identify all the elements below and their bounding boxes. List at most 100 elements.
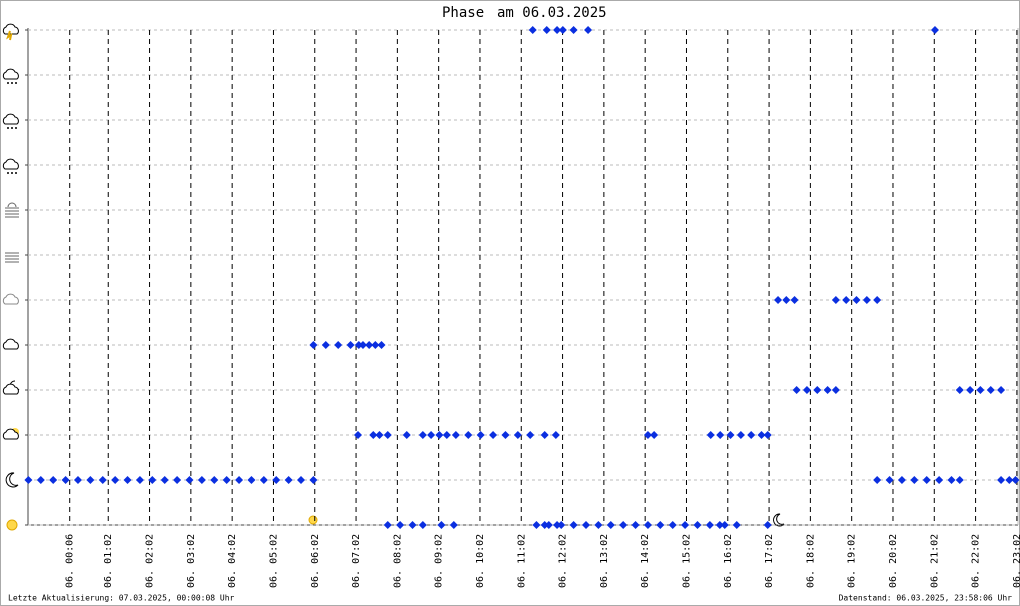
data-point — [873, 476, 882, 484]
data-point — [369, 431, 378, 439]
data-point — [383, 431, 392, 439]
data-point — [705, 521, 714, 529]
data-point — [418, 521, 427, 529]
data-point — [377, 341, 386, 349]
data-point — [24, 476, 33, 484]
data-point — [930, 26, 939, 34]
icon-drop — [11, 172, 13, 174]
x-tick-label: 06. 23:02 — [1012, 534, 1020, 588]
icon-cloud — [2, 68, 19, 80]
data-point — [173, 476, 182, 484]
data-point — [668, 521, 677, 529]
data-point — [73, 476, 82, 484]
y-tick-icon — [2, 158, 19, 174]
x-tick-label: 06. 20:02 — [888, 534, 899, 588]
x-tick-label: 06. 21:02 — [929, 534, 940, 588]
x-tick-label: 06. 19:02 — [847, 534, 858, 588]
data-point — [747, 431, 756, 439]
data-point — [551, 431, 560, 439]
x-tick-label: 06. 09:02 — [434, 534, 445, 588]
data-point — [897, 476, 906, 484]
data-point — [135, 476, 144, 484]
icon-drop — [15, 172, 17, 174]
data-point — [681, 521, 690, 529]
data-point — [842, 296, 851, 304]
icon-drop — [15, 82, 17, 84]
icon-drop — [7, 82, 9, 84]
icon-cloud — [2, 383, 19, 395]
data-point — [619, 521, 628, 529]
data-point — [464, 431, 473, 439]
data-point — [61, 476, 70, 484]
data-point — [235, 476, 244, 484]
data-point — [346, 341, 355, 349]
icon-drop — [15, 127, 17, 129]
icon-cloud — [2, 23, 19, 35]
data-point — [763, 521, 772, 529]
data-point — [542, 26, 551, 34]
y-tick-icon — [5, 202, 19, 218]
x-tick-label: 06. 04:02 — [227, 534, 238, 588]
data-point — [544, 521, 553, 529]
data-point — [720, 521, 729, 529]
data-point — [782, 296, 791, 304]
data-point — [354, 341, 363, 349]
data-point — [185, 476, 194, 484]
data-point — [569, 26, 578, 34]
data-point — [98, 476, 107, 484]
icon-drop — [11, 127, 13, 129]
data-point — [408, 521, 417, 529]
y-tick-icon — [2, 113, 19, 129]
data-point — [284, 476, 293, 484]
data-point — [706, 431, 715, 439]
data-point — [986, 386, 995, 394]
y-tick-icon — [2, 380, 20, 395]
x-tick-label: 06. 06:02 — [310, 534, 321, 588]
data-point — [435, 431, 444, 439]
data-point — [792, 386, 801, 394]
data-point — [334, 341, 343, 349]
x-tick-label: 06. 13:02 — [599, 534, 610, 588]
footer-right: Datenstand: 06.03.2025, 23:58:06 Uhr — [839, 594, 1013, 603]
data-point — [558, 26, 567, 34]
icon-cloud — [2, 158, 19, 170]
data-point — [732, 521, 741, 529]
x-tick-label: 06. 11:02 — [516, 534, 527, 588]
data-point — [569, 521, 578, 529]
data-point — [736, 431, 745, 439]
data-point — [823, 386, 832, 394]
x-tick-label: 06. 12:02 — [558, 534, 569, 588]
icon-drop — [7, 127, 9, 129]
data-point — [693, 521, 702, 529]
icon-drop — [11, 82, 13, 84]
data-point — [581, 521, 590, 529]
data-point — [643, 431, 652, 439]
y-tick-icon — [2, 293, 19, 305]
data-point — [160, 476, 169, 484]
data-point — [197, 476, 206, 484]
data-point — [148, 476, 157, 484]
data-point — [976, 386, 985, 394]
data-point — [643, 521, 652, 529]
data-point — [532, 521, 541, 529]
data-point — [540, 431, 549, 439]
data-point — [365, 341, 374, 349]
data-point — [910, 476, 919, 484]
data-point — [955, 476, 964, 484]
data-point — [321, 341, 330, 349]
data-point — [297, 476, 306, 484]
x-tick-label: 06. 22:02 — [971, 534, 982, 588]
data-point — [831, 296, 840, 304]
x-tick-label: 06. 10:02 — [475, 534, 486, 588]
data-point — [631, 521, 640, 529]
data-point — [437, 521, 446, 529]
data-point — [997, 386, 1006, 394]
data-point — [442, 431, 451, 439]
x-tick-label: 06. 01:02 — [103, 534, 114, 588]
icon-cloud — [2, 113, 19, 125]
y-tick-icon — [2, 23, 19, 41]
x-tick-label: 06. 18:02 — [805, 534, 816, 588]
data-point — [553, 521, 562, 529]
title-label: Phase — [442, 5, 484, 21]
